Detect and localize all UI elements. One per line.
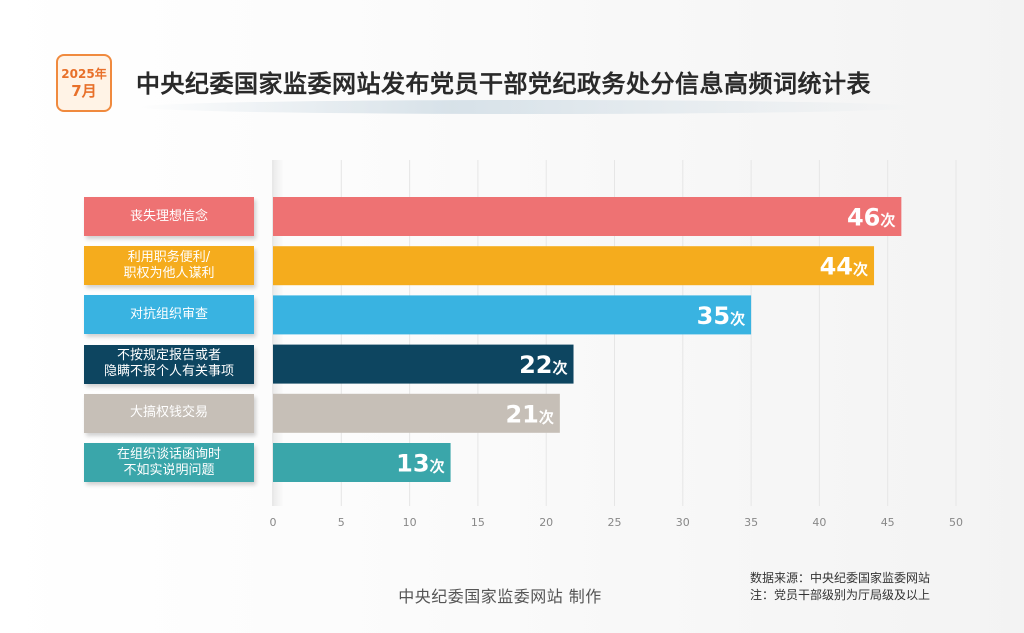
category-label: 对抗组织审查: [84, 295, 254, 335]
bar-value-label: 22次: [519, 351, 567, 379]
bar-value-label: 46次: [847, 204, 895, 232]
footnotes: 数据来源：中央纪委国家监委网站 注：党员干部级别为厅局级及以上: [750, 570, 930, 604]
bar: [273, 443, 451, 482]
x-tick-label: 25: [608, 516, 622, 529]
category-label: 在组织谈话函询时 不如实说明问题: [84, 443, 254, 482]
bar-value-label: 13次: [396, 450, 444, 478]
bar: [273, 344, 574, 384]
x-tick-label: 5: [338, 516, 345, 529]
x-tick-label: 0: [270, 516, 277, 529]
x-tick-label: 20: [539, 516, 553, 529]
x-tick-label: 10: [403, 516, 417, 529]
x-tick-label: 40: [812, 516, 826, 529]
category-label: 利用职务便利/ 职权为他人谋利: [84, 246, 254, 286]
badge-month: 7月: [71, 82, 97, 100]
x-tick-label: 15: [471, 516, 485, 529]
badge-year: 2025年: [61, 67, 107, 81]
bar: [273, 295, 752, 335]
bar: [273, 197, 902, 236]
maker-credit: 中央纪委国家监委网站 制作: [398, 587, 602, 606]
bar-value-label: 35次: [697, 302, 745, 330]
x-tick-label: 30: [676, 516, 690, 529]
bar-value-label: 21次: [505, 400, 553, 428]
category-label: 大搞权钱交易: [84, 393, 254, 433]
category-label: 不按规定报告或者 隐瞒不报个人有关事项: [84, 344, 254, 384]
page-title: 中央纪委国家监委网站发布党员干部党纪政务处分信息高频词统计表: [136, 70, 871, 98]
category-label: 丧失理想信念: [84, 197, 254, 236]
title-underline-decoration: [140, 100, 920, 114]
x-tick-label: 35: [744, 516, 758, 529]
date-badge: 2025年 7月: [56, 54, 112, 112]
bar-value-label: 44次: [820, 253, 868, 281]
x-tick-label: 50: [949, 516, 963, 529]
note-text: 注：党员干部级别为厅局级及以上: [750, 588, 931, 602]
x-tick-label: 45: [881, 516, 895, 529]
bar: [273, 393, 560, 433]
bar: [273, 246, 875, 286]
data-source: 数据来源：中央纪委国家监委网站: [750, 571, 931, 585]
